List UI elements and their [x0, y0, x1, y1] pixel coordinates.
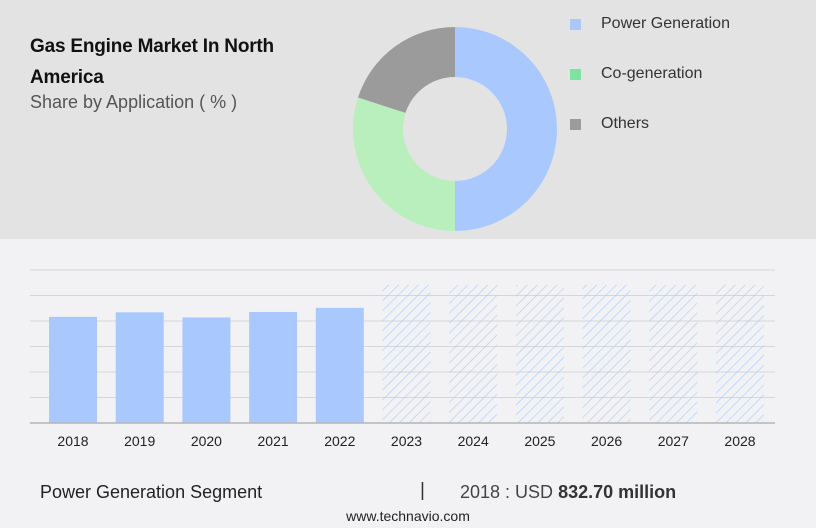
bar-2020: [182, 317, 231, 423]
donut-slice-power-generation: [455, 27, 557, 231]
legend-item-co-generation: Co-generation: [570, 62, 810, 86]
bar-2024: [449, 284, 498, 423]
x-axis-label: 2021: [258, 433, 289, 449]
legend-swatch-icon: [570, 118, 581, 130]
x-axis-label: 2026: [591, 433, 622, 449]
legend-item-power-generation: Power Generation: [570, 12, 810, 36]
bars: [49, 284, 764, 423]
legend-swatch-icon: [570, 18, 581, 30]
bar-2021: [249, 311, 298, 423]
x-axis-label: 2024: [458, 433, 489, 449]
legend-label: Co-generation: [601, 65, 703, 82]
legend-label: Others: [601, 115, 650, 132]
donut-slice-others: [357, 27, 455, 113]
x-axis-label: 2022: [324, 433, 355, 449]
value-prefix: 2018 : USD: [460, 482, 559, 502]
website-link: www.technavio.com: [346, 508, 470, 524]
divider: |: [420, 480, 425, 501]
x-axis-label: 2018: [57, 433, 88, 449]
bar-2027: [649, 284, 698, 423]
x-axis-label: 2025: [524, 433, 555, 449]
bar-2019: [115, 312, 164, 423]
donut-chart: [353, 27, 557, 231]
bar-chart: 2018 2019 2020 2021 2022 2023 2024 2025 2026 2027…: [30, 269, 775, 449]
summary-panel: Gas Engine Market In North America Share…: [0, 0, 816, 239]
legend-label: Power Generation: [601, 15, 730, 32]
x-axis-label: 2020: [191, 433, 222, 449]
value-amount: 832.70 million: [558, 482, 677, 502]
bar-2022: [315, 307, 364, 423]
legend-swatch-icon: [570, 68, 581, 80]
chart-subtitle: Share by Application ( % ): [30, 92, 238, 112]
legend-item-others: Others: [570, 112, 810, 136]
x-axis-label: 2027: [658, 433, 689, 449]
segment-value: 2018 : USD 832.70 million: [460, 482, 676, 503]
segment-label: Power Generation Segment: [40, 482, 263, 502]
bar-2025: [515, 284, 564, 423]
bar-2028: [716, 284, 764, 423]
bar-2026: [582, 284, 631, 423]
x-axis-label: 2028: [724, 433, 755, 449]
x-axis-label: 2019: [124, 433, 155, 449]
bar-2018: [49, 316, 97, 423]
chart-title: Gas Engine Market In North America: [30, 36, 274, 88]
x-axis-label: 2023: [391, 433, 422, 449]
x-axis-labels: 2018 2019 2020 2021 2022 2023 2024 2025 2026 2027…: [57, 433, 755, 449]
donut-slice-co-generation: [353, 97, 455, 231]
bar-2023: [382, 284, 431, 423]
